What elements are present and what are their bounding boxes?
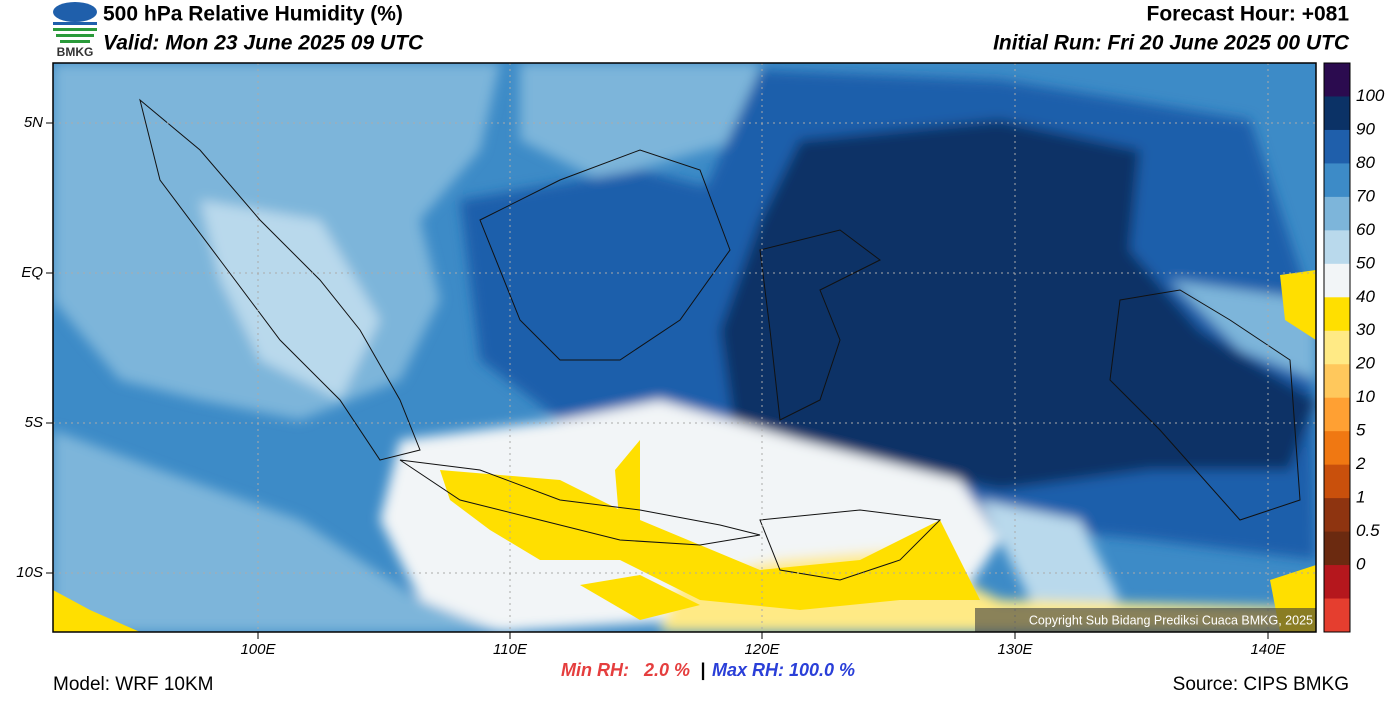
colorbar-label: 1 [1356,488,1365,507]
map-frame [52,62,1317,633]
colorbar-segment [1324,96,1350,131]
colorbar-label: 5 [1356,421,1366,440]
colorbar-segment [1324,129,1350,164]
logo-text: BMKG [57,45,94,59]
lat-label: 5N [24,114,43,131]
logo: BMKG [53,2,97,59]
colorbar-segment [1324,464,1350,499]
colorbar-segment [1324,297,1350,332]
colorbar-label: 0 [1356,555,1366,574]
colorbar-label: 2 [1355,454,1366,473]
colorbar-label: 50 [1356,253,1375,272]
colorbar-label: 10 [1356,387,1375,406]
lon-label: 100E [240,641,276,658]
model: Model: WRF 10KM [53,674,213,695]
lat-label: 10S [16,564,43,581]
graticule [53,63,1316,632]
colorbar-frame [1323,62,1351,633]
colorbar: 100 90 80 70 60 50 40 30 20 10 5 2 1 0.5 0 [1323,62,1385,633]
colorbar-segment [1324,498,1350,533]
colorbar-label: 60 [1356,220,1375,239]
colorbar-segment [1324,330,1350,365]
forecast-hour: Forecast Hour: +081 [1147,3,1350,26]
lon-label: 140E [1250,641,1286,658]
colorbar-label: 80 [1356,153,1375,172]
colorbar-segment [1324,598,1350,633]
valid-time: Valid: Mon 23 June 2025 09 UTC [103,32,424,55]
axes: 5N EQ 5S 10S 100E 110E 120E 130E 140E [16,114,1286,658]
colorbar-segment [1324,397,1350,432]
source: Source: CIPS BMKG [1173,674,1349,695]
lat-label: EQ [21,264,43,281]
separator: | [700,660,705,680]
colorbar-segment [1324,196,1350,231]
colorbar-segment [1324,531,1350,566]
colorbar-segment [1324,364,1350,399]
colorbar-label: 40 [1356,287,1375,306]
lat-label: 5S [25,414,43,431]
colorbar-label: 20 [1355,354,1375,373]
copyright: Copyright Sub Bidang Prediksi Cuaca BMKG… [1029,613,1313,627]
colorbar-label: 100 [1356,86,1385,105]
copyright-box [975,608,1316,632]
min-rh: Min RH: 2.0 % [561,660,690,680]
colorbar-segment [1324,230,1350,265]
lon-label: 110E [493,641,528,658]
title: 500 hPa Relative Humidity (%) [103,3,403,26]
max-rh: Max RH: 100.0 % [712,660,855,680]
coastlines [139,98,1301,581]
initial-run: Initial Run: Fri 20 June 2025 00 UTC [993,32,1350,55]
colorbar-label: 90 [1356,119,1375,138]
colorbar-label: 0.5 [1356,521,1380,540]
colorbar-segment [1324,431,1350,466]
colorbar-segment [1324,263,1350,298]
colorbar-segment [1324,63,1350,97]
lon-label: 120E [744,641,780,658]
colorbar-label: 30 [1356,320,1375,339]
colorbar-segment [1324,565,1350,600]
colorbar-segment [1324,163,1350,198]
colorbar-label: 70 [1356,186,1375,205]
humidity-field: Copyright Sub Bidang Prediksi Cuaca BMKG… [53,63,1316,632]
lon-label: 130E [997,641,1033,658]
